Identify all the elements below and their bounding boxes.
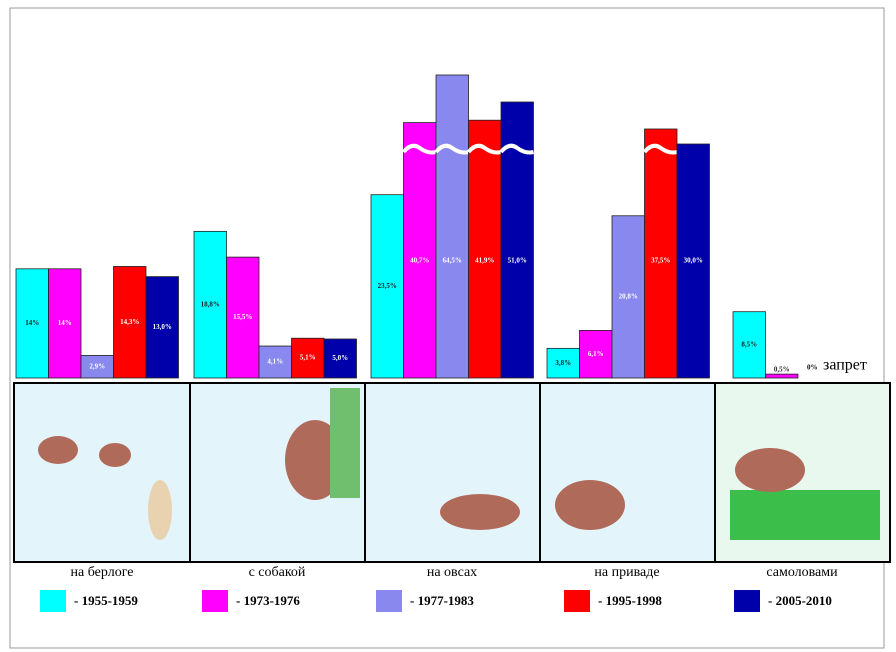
legend-label: - 1973-1976 — [236, 593, 300, 608]
value-label: 51,0% — [508, 257, 527, 265]
legend-label: - 1955-1959 — [74, 593, 138, 608]
bear — [99, 443, 131, 467]
value-label: 20,8% — [619, 292, 638, 300]
category-label: на приваде — [594, 565, 659, 580]
category-label: с собакой — [249, 565, 306, 580]
chart: 14% 18,8% 23,5% 3,8% 8,5% 14% 15,5% 40,7% 6,1% 0,… — [0, 0, 896, 652]
bar — [645, 129, 678, 378]
legend-swatch — [40, 590, 66, 612]
value-label: 64,5% — [443, 257, 462, 265]
value-label: 13,0% — [153, 323, 172, 331]
value-label: 40,7% — [410, 257, 429, 265]
value-label: 14% — [58, 319, 72, 327]
value-label: 8,5% — [741, 340, 757, 348]
value-label: 15,5% — [233, 313, 252, 321]
illustrations — [14, 383, 890, 562]
value-label: 14% — [25, 319, 39, 327]
bear — [440, 494, 520, 530]
tree — [330, 388, 360, 498]
category-label: на овсах — [427, 565, 477, 580]
bar — [469, 120, 502, 378]
value-label: 6,1% — [588, 350, 604, 358]
legend-swatch — [202, 590, 228, 612]
panel — [365, 383, 540, 562]
value-label: 2,9% — [89, 362, 105, 370]
value-label: 14,3% — [120, 318, 139, 326]
hunter — [148, 480, 172, 540]
legend-swatch — [376, 590, 402, 612]
value-label: 4,1% — [267, 358, 283, 366]
bar — [436, 75, 469, 378]
bar — [501, 102, 534, 378]
value-label: 37,5% — [651, 257, 670, 265]
legend-label: - 2005-2010 — [768, 593, 832, 608]
bar — [766, 374, 799, 378]
bear — [555, 480, 625, 530]
value-label: 18,8% — [201, 300, 220, 308]
bear — [735, 448, 805, 492]
panel — [540, 383, 715, 562]
logs — [730, 490, 880, 540]
value-label: 3,8% — [555, 359, 571, 367]
bar — [404, 123, 437, 378]
legend-label: - 1977-1983 — [410, 593, 474, 608]
category-label: самоловами — [766, 565, 838, 580]
legend-label: - 1995-1998 — [598, 593, 662, 608]
value-label: 30,0% — [684, 257, 703, 265]
value-label: 5,0% — [332, 354, 348, 362]
value-label: 23,5% — [378, 282, 397, 290]
legend-swatch — [734, 590, 760, 612]
value-label: 41,9% — [475, 257, 494, 265]
legend-swatch — [564, 590, 590, 612]
bear — [38, 436, 78, 464]
annotation: запрет — [823, 357, 867, 374]
value-label: 5,1% — [300, 354, 316, 362]
value-label: 0,5% — [774, 366, 790, 374]
annotation: 0% — [807, 364, 818, 372]
category-label: на берлоге — [71, 565, 134, 580]
